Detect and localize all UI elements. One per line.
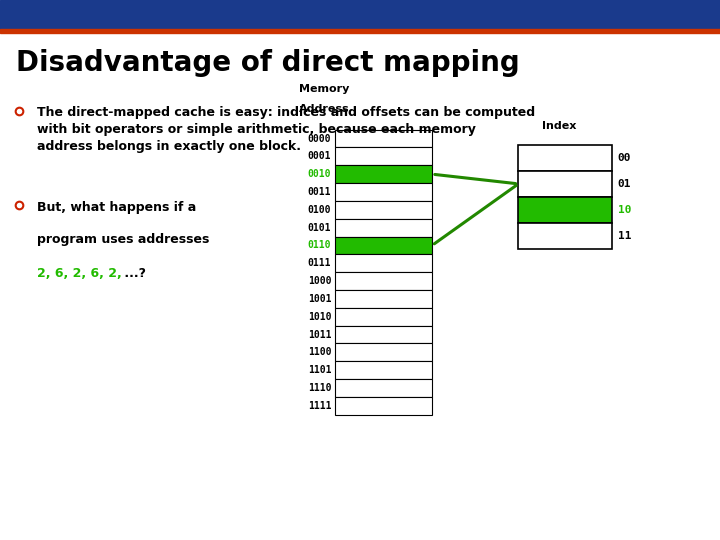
Text: Disadvantage of direct mapping: Disadvantage of direct mapping xyxy=(16,49,520,77)
Text: 0100: 0100 xyxy=(307,205,331,215)
FancyBboxPatch shape xyxy=(335,130,432,147)
Text: 1110: 1110 xyxy=(307,383,331,393)
FancyBboxPatch shape xyxy=(335,308,432,326)
FancyBboxPatch shape xyxy=(335,272,432,290)
FancyBboxPatch shape xyxy=(518,222,612,248)
Text: 0001: 0001 xyxy=(307,151,331,161)
Text: 1011: 1011 xyxy=(307,329,331,340)
Text: 00: 00 xyxy=(618,153,631,163)
Text: 11: 11 xyxy=(618,231,631,241)
Text: 1010: 1010 xyxy=(307,312,331,322)
Text: 2, 6, 2, 6, 2,: 2, 6, 2, 6, 2, xyxy=(37,267,122,280)
Bar xyxy=(0,29,720,33)
Text: 01: 01 xyxy=(618,179,631,189)
Text: 1111: 1111 xyxy=(307,401,331,411)
FancyBboxPatch shape xyxy=(518,171,612,197)
FancyBboxPatch shape xyxy=(335,201,432,219)
Text: 1000: 1000 xyxy=(307,276,331,286)
Text: 0101: 0101 xyxy=(307,222,331,233)
Text: 0000: 0000 xyxy=(307,133,331,144)
Bar xyxy=(0,0,720,30)
FancyBboxPatch shape xyxy=(518,145,612,171)
Text: ...?: ...? xyxy=(120,267,146,280)
Text: Index: Index xyxy=(541,122,576,131)
FancyBboxPatch shape xyxy=(335,343,432,361)
Text: Memory: Memory xyxy=(299,84,349,94)
FancyBboxPatch shape xyxy=(335,237,432,254)
FancyBboxPatch shape xyxy=(335,397,432,415)
Text: 0011: 0011 xyxy=(307,187,331,197)
FancyBboxPatch shape xyxy=(335,183,432,201)
FancyBboxPatch shape xyxy=(335,147,432,165)
FancyBboxPatch shape xyxy=(335,219,432,237)
Text: 0010: 0010 xyxy=(307,169,331,179)
Text: Address: Address xyxy=(299,104,349,114)
Text: But, what happens if a: But, what happens if a xyxy=(37,201,197,214)
FancyBboxPatch shape xyxy=(335,165,432,183)
Text: 0111: 0111 xyxy=(307,258,331,268)
Text: 1101: 1101 xyxy=(307,365,331,375)
FancyBboxPatch shape xyxy=(518,197,612,222)
Text: 1001: 1001 xyxy=(307,294,331,304)
Text: program uses addresses: program uses addresses xyxy=(37,233,210,246)
FancyBboxPatch shape xyxy=(335,361,432,379)
Text: 1100: 1100 xyxy=(307,347,331,357)
Text: 10: 10 xyxy=(618,205,631,215)
FancyBboxPatch shape xyxy=(335,379,432,397)
FancyBboxPatch shape xyxy=(335,326,432,343)
Text: The direct-mapped cache is easy: indices and offsets can be computed
with bit op: The direct-mapped cache is easy: indices… xyxy=(37,106,536,153)
FancyBboxPatch shape xyxy=(335,290,432,308)
FancyBboxPatch shape xyxy=(335,254,432,272)
Text: 0110: 0110 xyxy=(307,240,331,251)
